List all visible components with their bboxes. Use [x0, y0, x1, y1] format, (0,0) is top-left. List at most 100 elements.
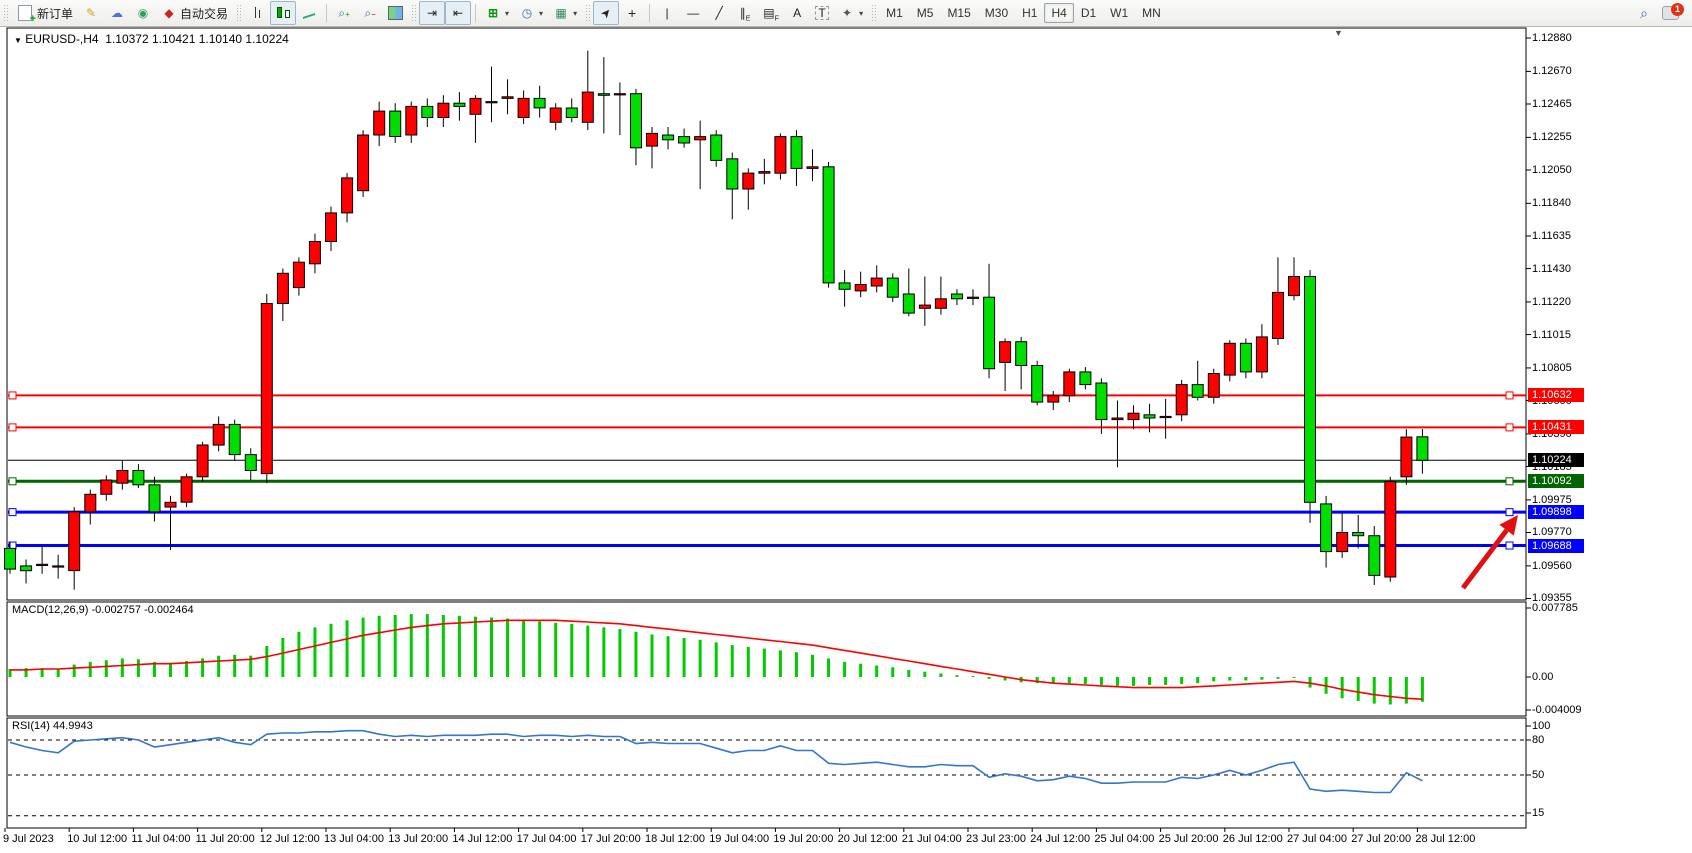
autotrading-button[interactable]: ◆ 自动交易 — [156, 1, 233, 25]
fibonacci-icon: ▤F — [763, 6, 779, 23]
time-label: 17 Jul 20:00 — [580, 833, 641, 845]
fibonacci-button[interactable]: ▤F — [758, 1, 784, 25]
chart-shift-marker[interactable]: ▼ — [1334, 28, 1343, 38]
time-label: 11 Jul 04:00 — [131, 833, 191, 845]
chart-canvas[interactable] — [0, 27, 1692, 853]
chevron-down-icon: ▾ — [505, 8, 510, 18]
timeframe-w1[interactable]: W1 — [1110, 6, 1129, 20]
timeframe-m5[interactable]: M5 — [916, 6, 934, 20]
search-button[interactable]: ⌕ — [1631, 1, 1657, 25]
price-tag[interactable]: 1.10092 — [1528, 474, 1584, 489]
time-label: 19 Jul 20:00 — [773, 833, 834, 845]
timeframe-d1[interactable]: D1 — [1080, 6, 1097, 20]
tile-windows-button[interactable] — [383, 1, 408, 25]
macd-tick: 0.007785 — [1532, 602, 1578, 614]
time-label: 20 Jul 12:00 — [837, 833, 898, 845]
chart-symbol: EURUSD-,H4 — [25, 32, 99, 46]
candlestick-icon — [275, 5, 291, 21]
bar-chart-button[interactable] — [244, 1, 270, 25]
timeframe-h4[interactable]: H4 — [1044, 3, 1074, 23]
line-chart-icon — [301, 5, 317, 21]
timeframe-group: M1 M5 M15 M30 H1 H4 D1 W1 MN — [879, 3, 1168, 23]
price-tag[interactable]: 1.10632 — [1528, 388, 1584, 403]
trendline-button[interactable]: ╱ — [706, 1, 732, 25]
time-label: 14 Jul 12:00 — [452, 833, 513, 845]
vertical-line-button[interactable]: | — [654, 1, 680, 25]
price-tick: 1.11635 — [1532, 229, 1571, 242]
indicators-icon: ⊞ — [488, 6, 499, 20]
templates-button[interactable]: ▦ ▾ — [548, 1, 582, 25]
toolbar-grip[interactable] — [411, 4, 417, 22]
time-label: 28 Jul 12:00 — [1415, 833, 1476, 845]
horizontal-line-button[interactable]: — — [680, 1, 706, 25]
candlestick-button[interactable] — [270, 1, 297, 25]
chevron-down-icon: ▾ — [573, 8, 578, 18]
price-tick: 1.12255 — [1532, 131, 1572, 144]
zoom-in-button[interactable]: ⌕+ — [331, 1, 357, 25]
price-tick: 1.12050 — [1532, 163, 1572, 176]
time-label: 11 Jul 20:00 — [195, 833, 255, 845]
crosshair-button[interactable]: + — [619, 1, 645, 25]
zoom-out-button[interactable]: ⌕− — [357, 1, 383, 25]
equidistant-channel-icon: ∥E — [739, 6, 751, 23]
price-tick: 1.11220 — [1532, 295, 1571, 308]
notifications-button[interactable]: 1 — [1657, 1, 1684, 25]
signals-button[interactable]: ◉ — [130, 1, 156, 25]
bar-chart-icon — [249, 5, 265, 21]
price-tag[interactable]: 1.09688 — [1528, 538, 1584, 553]
line-chart-button[interactable] — [296, 1, 322, 25]
price-tick: 1.09560 — [1532, 559, 1572, 572]
time-label: 18 Jul 12:00 — [645, 833, 705, 845]
ohlc-dropdown-icon[interactable]: ▼ — [14, 36, 22, 45]
price-tick: 1.11840 — [1532, 197, 1571, 210]
toolbar-grip[interactable] — [871, 4, 877, 22]
chevron-down-icon: ▾ — [539, 8, 544, 18]
toolbar-grip[interactable] — [585, 4, 591, 22]
price-tag[interactable]: 1.09898 — [1528, 505, 1584, 520]
trendline-icon: ╱ — [715, 6, 723, 20]
chart-shift-button[interactable]: ⇤ — [445, 1, 472, 25]
time-label: 24 Jul 12:00 — [1030, 833, 1091, 845]
auto-scroll-button[interactable]: ⇥ — [419, 1, 446, 25]
search-icon: ⌕ — [1640, 5, 1648, 21]
price-tick: 1.11430 — [1532, 262, 1571, 275]
editor-button[interactable]: ✎ — [78, 1, 104, 25]
price-tag[interactable]: 1.10431 — [1528, 420, 1584, 435]
text-label-button[interactable]: T — [810, 1, 834, 25]
auto-scroll-icon: ⇥ — [427, 6, 438, 20]
signal-waves-icon: ◉ — [137, 6, 149, 20]
toolbar-grip[interactable] — [3, 4, 8, 22]
arrows-button[interactable]: ✦ ▾ — [834, 1, 868, 25]
timeframe-mn[interactable]: MN — [1142, 6, 1161, 20]
new-order-label: 新订单 — [37, 6, 74, 21]
zoom-out-icon: ⌕− — [364, 6, 376, 20]
price-tick: 1.12670 — [1532, 65, 1572, 78]
profile-button[interactable]: ☁ — [104, 1, 130, 25]
price-tag[interactable]: 1.10224 — [1528, 453, 1584, 468]
toolbar-grip[interactable] — [236, 4, 242, 22]
indicators-button[interactable]: ⊞ ▾ — [480, 1, 514, 25]
timeframe-m15[interactable]: M15 — [947, 6, 971, 20]
time-label: 25 Jul 20:00 — [1158, 833, 1219, 845]
clock-icon: ◷ — [521, 6, 533, 20]
cursor-button[interactable]: ➤ — [593, 1, 620, 25]
vertical-line-icon: | — [665, 6, 669, 20]
rsi-value: 44.9943 — [52, 720, 93, 732]
rsi-indicator-label: RSI(14) 44.9943 — [12, 720, 93, 732]
time-label: 9 Jul 2023 — [3, 833, 54, 845]
new-order-button[interactable]: 新订单 — [11, 1, 78, 25]
text-button[interactable]: A — [784, 1, 810, 25]
periods-button[interactable]: ◷ ▾ — [514, 1, 548, 25]
timeframe-m30[interactable]: M30 — [984, 6, 1009, 20]
time-label: 25 Jul 04:00 — [1094, 833, 1155, 845]
timeframe-m1[interactable]: M1 — [886, 6, 903, 20]
time-label: 27 Jul 04:00 — [1287, 833, 1347, 845]
time-label: 17 Jul 04:00 — [516, 833, 577, 845]
channel-button[interactable]: ∥E — [732, 1, 758, 25]
time-label: 12 Jul 12:00 — [259, 833, 320, 845]
text-icon: A — [793, 6, 802, 20]
chart-ohlc-values: 1.10372 1.10421 1.10140 1.10224 — [105, 32, 289, 46]
timeframe-h1[interactable]: H1 — [1022, 6, 1038, 20]
editor-icon: ✎ — [85, 6, 97, 20]
price-tick: 1.11015 — [1532, 328, 1571, 341]
